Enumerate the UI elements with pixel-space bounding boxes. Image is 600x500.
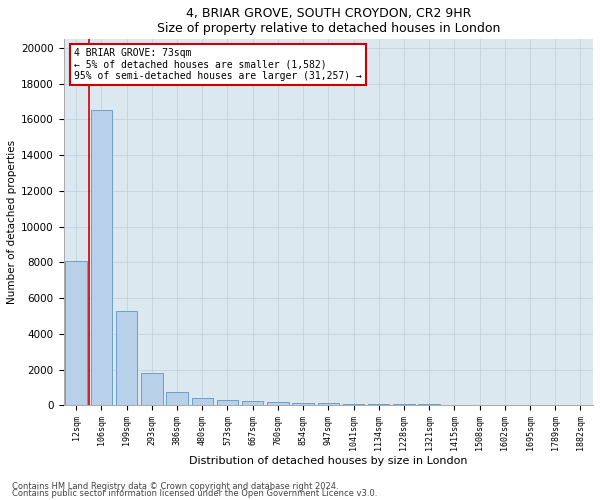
Bar <box>267 402 289 406</box>
Bar <box>368 404 389 406</box>
Bar <box>116 310 137 406</box>
Text: Contains HM Land Registry data © Crown copyright and database right 2024.: Contains HM Land Registry data © Crown c… <box>12 482 338 491</box>
Bar <box>292 402 314 406</box>
Bar <box>418 404 440 406</box>
Bar <box>343 404 364 406</box>
Bar <box>393 404 415 406</box>
Bar <box>166 392 188 406</box>
Bar <box>191 398 213 406</box>
Bar <box>217 400 238 406</box>
X-axis label: Distribution of detached houses by size in London: Distribution of detached houses by size … <box>189 456 467 466</box>
Y-axis label: Number of detached properties: Number of detached properties <box>7 140 17 304</box>
Bar <box>317 404 339 406</box>
Title: 4, BRIAR GROVE, SOUTH CROYDON, CR2 9HR
Size of property relative to detached hou: 4, BRIAR GROVE, SOUTH CROYDON, CR2 9HR S… <box>157 7 500 35</box>
Bar <box>242 401 263 406</box>
Bar <box>443 404 465 406</box>
Bar <box>469 404 490 406</box>
Text: 4 BRIAR GROVE: 73sqm
← 5% of detached houses are smaller (1,582)
95% of semi-det: 4 BRIAR GROVE: 73sqm ← 5% of detached ho… <box>74 48 362 81</box>
Bar <box>91 110 112 406</box>
Bar <box>65 260 87 406</box>
Bar <box>141 373 163 406</box>
Text: Contains public sector information licensed under the Open Government Licence v3: Contains public sector information licen… <box>12 489 377 498</box>
